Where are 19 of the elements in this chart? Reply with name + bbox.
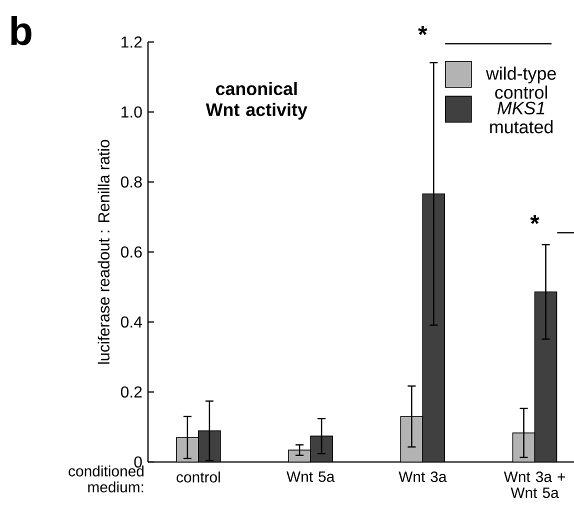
y-tick-label: 0.2 — [120, 386, 142, 398]
x-tick-label: Wnt 5a — [286, 472, 335, 482]
legend-label: wild-type control — [486, 66, 556, 99]
y-tick-label: 0.8 — [120, 176, 142, 188]
annotation: canonical Wnt activity — [206, 82, 308, 120]
text: * — [418, 26, 428, 35]
legend-label: MKS1 mutated — [490, 102, 553, 134]
x-tick-label: Wnt 3a — [398, 471, 447, 482]
annotation: * — [530, 215, 540, 224]
x-tick-label: Wnt 3a + Wnt 5a — [504, 471, 565, 498]
x-axis-title: conditioned medium: — [68, 466, 144, 492]
y-tick-label: 0.4 — [120, 316, 142, 328]
y-tick-label: 1.2 — [122, 36, 142, 48]
y-tick-label: 1.0 — [122, 106, 142, 118]
y-tick-label: 0 — [134, 456, 142, 468]
x-tick-label: control — [176, 472, 220, 482]
y-axis-title: luciferase readout : Renilla ratio — [98, 140, 110, 364]
text: b — [11, 16, 32, 46]
y-tick-label: 0.6 — [120, 246, 142, 258]
